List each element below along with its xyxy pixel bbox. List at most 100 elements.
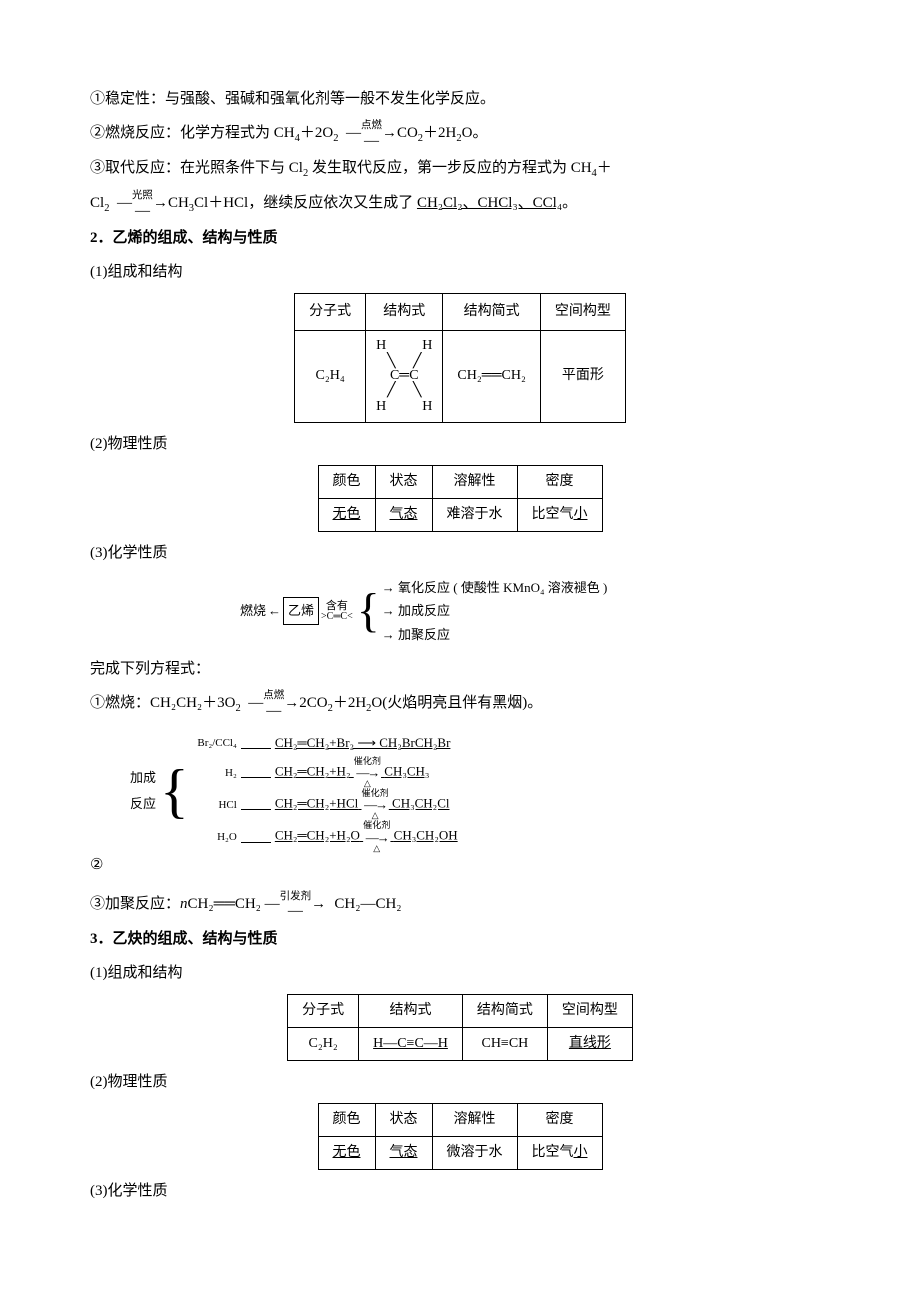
th: 结构式 — [366, 294, 443, 331]
heading-ethyne: 3．乙炔的组成、结构与性质 — [90, 924, 830, 954]
para-stability: ①稳定性：与强酸、强碱和强氧化剂等一般不发生化学反应。 — [90, 84, 830, 114]
h-atom: H — [422, 338, 432, 353]
h-atom: H — [376, 399, 386, 414]
subhead-comp: (1)组成和结构 — [90, 958, 830, 988]
td: 无色 — [318, 1136, 375, 1169]
th: 颜色 — [318, 465, 375, 498]
italic-n: n — [180, 896, 188, 912]
text: ＋ — [597, 160, 612, 176]
rx-equation: CH₂═CH₂+H₂O 催化剂―→△ CH₃CH₂OH — [275, 821, 458, 852]
para-num2: ② — [90, 850, 830, 880]
h-atom: H — [422, 399, 432, 414]
subhead-phys: (2)物理性质 — [90, 429, 830, 459]
td: 直线形 — [547, 1027, 632, 1060]
th: 空间构型 — [547, 994, 632, 1027]
text: Cl — [90, 195, 104, 211]
th: 结构简式 — [443, 294, 541, 331]
diagram-ethene-box: 乙烯 — [283, 597, 319, 625]
text: 发生取代反应，第一步反应的方程式为 CH — [308, 160, 591, 176]
para-substitution-2: Cl2 ―光照―→CH3Cl＋HCl，继续反应依次又生成了 CH₂Cl₂、CHC… — [90, 188, 830, 219]
table-ethyne-phys: 颜色 状态 溶解性 密度 无色 气态 微溶于水 比空气小 — [318, 1103, 603, 1170]
subhead-phys: (2)物理性质 — [90, 1067, 830, 1097]
addition-reactions: Br₂/CCl₄ CH₂═CH₂+Br₂ ⟶ CH₂BrCH₂Br H₂ CH₂… — [193, 729, 458, 854]
subhead-chem: (3)化学性质 — [90, 538, 830, 568]
text: 2CO — [299, 695, 327, 711]
para-complete: 完成下列方程式： — [90, 654, 830, 684]
text: ＋2O — [300, 125, 333, 141]
td: 微溶于水 — [432, 1136, 517, 1169]
th: 状态 — [375, 1103, 432, 1136]
table-ethene-phys: 颜色 状态 溶解性 密度 无色 气态 难溶于水 比空气小 — [318, 465, 603, 532]
td: 气态 — [375, 1136, 432, 1169]
diagram-addition: 加成反应 — [398, 603, 450, 618]
brace-icon: { — [160, 767, 189, 815]
arrow-annot: 点燃― — [361, 120, 382, 149]
text: O(火焰明亮且伴有黑烟)。 — [371, 695, 542, 711]
sub: 2 — [333, 133, 338, 144]
text: ＋2H — [423, 125, 456, 141]
text: CH₂══CH₂ — [188, 896, 265, 912]
para-eq3: ③加聚反应：nCH₂══CH₂ ―引发剂―→ CH₂—CH₂ — [90, 884, 830, 920]
text: 。 — [562, 195, 577, 211]
table-ethyne-structure: 分子式 结构式 结构简式 空间构型 C₂H₂ H—C≡C—H CH≡CH 直线形 — [287, 994, 633, 1061]
td-structure: HH ╲ ╱ C═C ╱ ╲ HH — [366, 331, 443, 423]
para-eq1: ①燃烧：CH₂CH₂＋3O2 ―点燃―→2CO2＋2H2O(火焰明亮且伴有黑烟)… — [90, 688, 830, 719]
th: 空间构型 — [540, 294, 625, 331]
td: 比空气小 — [517, 498, 602, 531]
text: O。 — [462, 125, 488, 141]
table-ethene-structure: 分子式 结构式 结构简式 空间构型 C₂H₄ HH ╲ ╱ C═C ╱ ╲ HH… — [294, 293, 626, 423]
diagram-polymerization: 加聚反应 — [398, 627, 450, 642]
th: 溶解性 — [432, 465, 517, 498]
th: 结构简式 — [462, 994, 547, 1027]
text: CO — [397, 125, 418, 141]
th: 状态 — [375, 465, 432, 498]
td: CH₂══CH₂ — [443, 331, 541, 423]
th: 密度 — [517, 465, 602, 498]
rx-equation: CH₂═CH₂+HCl 催化剂―→△ CH₃CH₂Cl — [275, 789, 450, 820]
para-combustion: ②燃烧反应：化学方程式为 CH4＋2O2 ―点燃―→CO2＋2H2O。 — [90, 118, 830, 149]
subhead-comp: (1)组成和结构 — [90, 257, 830, 287]
rx-equation: CH₂═CH₂+H₂ 催化剂―→△ CH₃CH₃ — [275, 757, 430, 788]
arrow-annot: 点燃― — [263, 690, 284, 719]
text: CH — [168, 195, 189, 211]
text: Cl＋HCl，继续反应依次又生成了 — [194, 195, 417, 211]
th: 密度 — [517, 1103, 602, 1136]
th: 溶解性 — [432, 1103, 517, 1136]
td: 比空气小 — [517, 1136, 602, 1169]
td: C₂H₂ — [288, 1027, 359, 1060]
text: ②燃烧反应：化学方程式为 CH — [90, 125, 295, 141]
td: C₂H₄ — [295, 331, 366, 423]
arrow-annot: 引发剂― — [280, 891, 312, 920]
subhead-chem: (3)化学性质 — [90, 1176, 830, 1206]
td: 气态 — [375, 498, 432, 531]
brace-icon: { — [357, 589, 380, 632]
text: ③取代反应：在光照条件下与 Cl — [90, 160, 303, 176]
th: 结构式 — [359, 994, 463, 1027]
rx-cond: HCl — [193, 794, 237, 816]
text: ＋2H — [333, 695, 366, 711]
arrow-annot: 光照― — [132, 190, 153, 219]
heading-ethene: 2．乙烯的组成、结构与性质 — [90, 223, 830, 253]
text: CH₂—CH₂ — [331, 896, 406, 912]
td: 难溶于水 — [432, 498, 517, 531]
para-substitution: ③取代反应：在光照条件下与 Cl2 发生取代反应，第一步反应的方程式为 CH4＋ — [90, 153, 830, 184]
rx-equation: CH₂═CH₂+Br₂ ⟶ CH₂BrCH₂Br — [275, 730, 451, 756]
td: 平面形 — [540, 331, 625, 423]
addition-label: 加成 反应 — [130, 765, 156, 817]
td: H—C≡C—H — [359, 1027, 463, 1060]
rx-cond: Br₂/CCl₄ — [193, 732, 237, 754]
diagram-combustion: 燃烧 — [240, 598, 266, 624]
th: 分子式 — [295, 294, 366, 331]
sub: 2 — [104, 203, 109, 214]
text: ①燃烧：CH₂CH₂＋3O — [90, 695, 235, 711]
text: ③加聚反应： — [90, 896, 180, 912]
td: 无色 — [318, 498, 375, 531]
sub: 2 — [235, 703, 240, 714]
td: CH≡CH — [462, 1027, 547, 1060]
rx-cond: H₂ — [193, 762, 237, 784]
th: 颜色 — [318, 1103, 375, 1136]
h-atom: H — [376, 338, 386, 353]
underlined-products: CH₂Cl₂、CHCl₃、CCl₄ — [417, 195, 562, 211]
th: 分子式 — [288, 994, 359, 1027]
diagram-oxidation: 氧化反应 ( 使酸性 KMnO₄ 溶液褪色 ) — [398, 580, 607, 595]
